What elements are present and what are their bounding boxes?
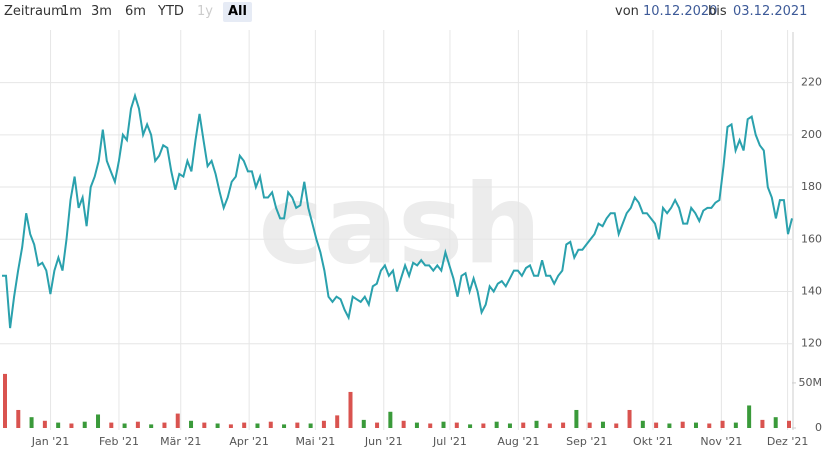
volume-bar (468, 424, 473, 428)
volume-bar (215, 423, 220, 428)
price-line (2, 92, 793, 329)
volume-bar (228, 424, 233, 428)
volume-bar (600, 421, 605, 428)
range-button[interactable]: 6m (125, 4, 146, 19)
volume-bar (375, 422, 380, 428)
volume-bar (29, 417, 34, 428)
x-tick-label: Jul '21 (432, 435, 467, 448)
volume-bar (428, 423, 433, 428)
volume-bar (441, 421, 446, 428)
volume-bar (282, 424, 287, 428)
volume-bar (335, 415, 340, 428)
y-tick-label: 180 (801, 180, 822, 193)
from-label: von (615, 4, 639, 19)
x-tick-label: Sep '21 (566, 435, 607, 448)
volume-bar (760, 419, 765, 428)
y-tick-label: 120 (801, 337, 822, 350)
x-tick-label: Mai '21 (295, 435, 335, 448)
volume-bar (454, 422, 459, 428)
volume-bar (388, 411, 393, 428)
volume-bar (494, 421, 499, 428)
volume-bar (3, 373, 7, 428)
volume-bar (175, 413, 180, 428)
x-tick-label: Jan '21 (31, 435, 69, 448)
volume-bar (561, 422, 566, 428)
volume-bar (680, 421, 685, 428)
volume-bar (42, 420, 47, 428)
range-label: Zeitraum (4, 4, 64, 19)
volume-tick-label: 0 (815, 421, 822, 434)
x-tick-label: Okt '21 (633, 435, 673, 448)
volume-bar (481, 423, 486, 428)
volume-bar (787, 420, 791, 428)
volume-tick-label: 50M (799, 376, 823, 389)
volume-bar (308, 423, 313, 428)
range-button[interactable]: All (223, 2, 252, 22)
volume-bar (295, 422, 300, 428)
volume-bar (667, 423, 672, 428)
volume-bar (640, 420, 645, 428)
volume-bar (268, 421, 273, 428)
x-tick-label: Mär '21 (160, 435, 201, 448)
y-tick-label: 220 (801, 76, 822, 89)
volume-bar (122, 423, 127, 428)
volume-bar (401, 420, 406, 428)
volume-bar (547, 423, 552, 428)
volume-bar (534, 420, 539, 428)
volume-bar (693, 422, 698, 428)
volume-bar (189, 420, 194, 428)
volume-bar (56, 422, 61, 428)
volume-bar (135, 421, 140, 428)
range-button[interactable]: 1y (197, 4, 213, 19)
volume-bar (507, 423, 512, 428)
volume-bar (574, 409, 579, 428)
y-tick-label: 160 (801, 232, 822, 245)
volume-bar (614, 423, 619, 428)
volume-bar (747, 405, 752, 428)
volume-bar (69, 423, 74, 428)
volume-bar (162, 422, 167, 428)
volume-bar (149, 424, 154, 428)
volume-bar (202, 422, 207, 428)
range-button[interactable]: 3m (91, 4, 112, 19)
y-tick-label: 200 (801, 128, 822, 141)
volume-bar (321, 420, 326, 428)
x-tick-label: Aug '21 (497, 435, 539, 448)
volume-bar (720, 420, 725, 428)
x-tick-label: Dez '21 (767, 435, 809, 448)
volume-bar (82, 421, 87, 428)
range-button[interactable]: YTD (158, 4, 184, 19)
volume-bar (587, 422, 592, 428)
volume-bar (654, 422, 659, 428)
watermark: cash (258, 160, 541, 288)
volume-bar (361, 419, 366, 428)
volume-bar (348, 391, 353, 428)
volume-bar (707, 423, 712, 428)
volume-bar (521, 422, 526, 428)
y-tick-label: 140 (801, 285, 822, 298)
to-date[interactable]: 03.12.2021 (733, 4, 808, 19)
volume-bar (96, 414, 101, 428)
x-tick-label: Apr '21 (229, 435, 269, 448)
to-label: bis (708, 4, 727, 19)
volume-bar (242, 422, 247, 428)
range-button[interactable]: 1m (61, 4, 82, 19)
volume-bar (255, 423, 260, 428)
volume-bar (109, 422, 114, 428)
volume-bar (16, 409, 21, 428)
volume-bar (773, 417, 778, 428)
x-tick-label: Nov '21 (700, 435, 742, 448)
volume-bar (733, 422, 738, 428)
x-tick-label: Feb '21 (99, 435, 139, 448)
toolbar: Zeitraum 1m 3m 6m YTD 1y All von 10.12.2020 b… (0, 0, 830, 26)
x-tick-label: Jun '21 (364, 435, 403, 448)
volume-bar (627, 409, 632, 428)
from-date[interactable]: 10.12.2020 (643, 4, 718, 19)
volume-bar (414, 422, 419, 428)
